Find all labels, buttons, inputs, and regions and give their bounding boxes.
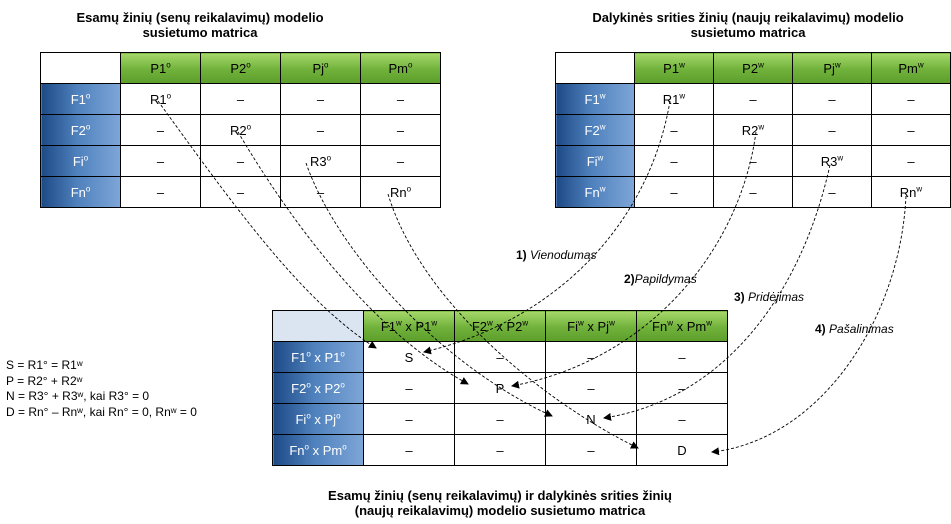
old-empty-cell: – [200, 83, 281, 115]
combined-empty-cell: – [454, 434, 546, 466]
new-empty-cell: – [713, 176, 793, 208]
new-col-header-2: P2w [713, 52, 793, 84]
new-empty-cell: – [792, 176, 872, 208]
combined-empty-cell: – [636, 372, 728, 404]
combined-empty-cell: – [454, 341, 546, 373]
old-row-header-3: Fio [40, 145, 121, 177]
left-title-line-1: Esamų žinių (senų reikalavimų) modelio [76, 10, 324, 25]
left-matrix-title: Esamų žinių (senų reikalavimų) modelio s… [40, 10, 360, 40]
old-relation-cell: R1o [120, 83, 201, 115]
left-title-line-2: susietumo matrica [142, 25, 258, 40]
new-empty-cell: – [871, 83, 951, 115]
combined-result-cell: D [636, 434, 728, 466]
combined-empty-cell: – [363, 372, 455, 404]
new-relation-cell: R3w [792, 145, 872, 177]
old-row-header-4: Fno [40, 176, 121, 208]
formula-d: D = Rn° – Rnʷ, kai Rn° = 0, Rnʷ = 0 [6, 404, 197, 419]
new-relation-cell: R2w [713, 114, 793, 146]
new-col-header-3: Pjw [792, 52, 872, 84]
new-empty-cell: – [792, 83, 872, 115]
formula-s: S = R1° = R1ʷ [6, 358, 83, 372]
combined-col-header-1: F1w x P1w [363, 310, 455, 342]
combined-row-header-4: Fno x Pmo [272, 434, 364, 466]
combined-col-header-3: Fiw x Pjw [545, 310, 637, 342]
formula-p: P = R2° + R2ʷ [6, 373, 83, 388]
operation-label-1: 1) Vienodumas [516, 248, 597, 262]
combined-empty-cell: – [454, 403, 546, 435]
old-empty-cell: – [360, 145, 441, 177]
combined-result-cell: S [363, 341, 455, 373]
old-corner-cell [40, 52, 121, 84]
old-col-header-4: Pmo [360, 52, 441, 84]
combined-result-cell: N [545, 403, 637, 435]
new-empty-cell: – [713, 83, 793, 115]
new-row-header-4: Fnw [555, 176, 635, 208]
combined-empty-cell: – [636, 341, 728, 373]
right-title-line-2: susietumo matrica [690, 25, 806, 40]
new-empty-cell: – [634, 145, 714, 177]
operation-label-3: 3) Pridėjimas [734, 290, 805, 304]
old-col-header-3: Pjo [280, 52, 361, 84]
new-col-header-4: Pmw [871, 52, 951, 84]
combined-corner-cell [272, 310, 364, 342]
old-relation-cell: R3o [280, 145, 361, 177]
combined-empty-cell: – [545, 372, 637, 404]
old-empty-cell: – [280, 114, 361, 146]
new-corner-cell [555, 52, 635, 84]
old-knowledge-matrix: P1o P2o Pjo Pmo F1o R1o – – – F2o – R2o – – Fio – – R3o – F… [40, 52, 441, 208]
old-empty-cell: – [280, 83, 361, 115]
new-empty-cell: – [871, 114, 951, 146]
new-col-header-1: P1w [634, 52, 714, 84]
new-empty-cell: – [713, 145, 793, 177]
combined-empty-cell: – [636, 403, 728, 435]
new-empty-cell: – [792, 114, 872, 146]
old-empty-cell: – [120, 176, 201, 208]
combined-empty-cell: – [545, 434, 637, 466]
combined-matrix: F1w x P1w F2w x P2w Fiw x Pjw Fnw x Pmw F1o … [272, 310, 728, 466]
new-empty-cell: – [634, 114, 714, 146]
old-empty-cell: – [280, 176, 361, 208]
old-relation-cell: R2o [200, 114, 281, 146]
new-knowledge-matrix: P1w P2w Pjw Pmw F1w R1w – – – F2w – R2w – – Fiw – – R3w – F… [555, 52, 951, 208]
right-matrix-title: Dalykinės srities žinių (naujų reikalavi… [548, 10, 948, 40]
new-empty-cell: – [871, 145, 951, 177]
combined-row-header-2: F2o x P2o [272, 372, 364, 404]
new-relation-cell: R1w [634, 83, 714, 115]
old-empty-cell: – [360, 83, 441, 115]
old-col-header-1: P1o [120, 52, 201, 84]
formula-list: S = R1° = R1ʷ P = R2° + R2ʷ N = R3° + R3… [6, 358, 197, 420]
new-row-header-3: Fiw [555, 145, 635, 177]
old-row-header-2: F2o [40, 114, 121, 146]
combined-result-cell: P [454, 372, 546, 404]
new-row-header-2: F2w [555, 114, 635, 146]
operation-label-2: 2)Papildymas [624, 272, 697, 286]
combined-empty-cell: – [363, 403, 455, 435]
combined-empty-cell: – [363, 434, 455, 466]
right-title-line-1: Dalykinės srities žinių (naujų reikalavi… [592, 10, 904, 25]
new-row-header-1: F1w [555, 83, 635, 115]
bottom-title-line-2: (naujų reikalavimų) modelio susietumo ma… [354, 503, 646, 518]
old-empty-cell: – [200, 145, 281, 177]
bottom-title-line-1: Esamų žinių (senų reikalavimų) ir dalyki… [328, 488, 672, 503]
combined-row-header-3: Fio x Pjo [272, 403, 364, 435]
old-row-header-1: F1o [40, 83, 121, 115]
old-relation-cell: Rno [360, 176, 441, 208]
combined-col-header-2: F2w x P2w [454, 310, 546, 342]
old-col-header-2: P2o [200, 52, 281, 84]
combined-empty-cell: – [545, 341, 637, 373]
old-empty-cell: – [120, 114, 201, 146]
bottom-matrix-title: Esamų žinių (senų reikalavimų) ir dalyki… [270, 488, 730, 518]
new-relation-cell: Rnw [871, 176, 951, 208]
combined-row-header-1: F1o x P1o [272, 341, 364, 373]
operation-label-4: 4) Pašalinimas [815, 322, 894, 336]
old-empty-cell: – [360, 114, 441, 146]
combined-col-header-4: Fnw x Pmw [636, 310, 728, 342]
new-empty-cell: – [634, 176, 714, 208]
old-empty-cell: – [200, 176, 281, 208]
formula-n: N = R3° + R3ʷ, kai R3° = 0 [6, 389, 150, 403]
old-empty-cell: – [120, 145, 201, 177]
